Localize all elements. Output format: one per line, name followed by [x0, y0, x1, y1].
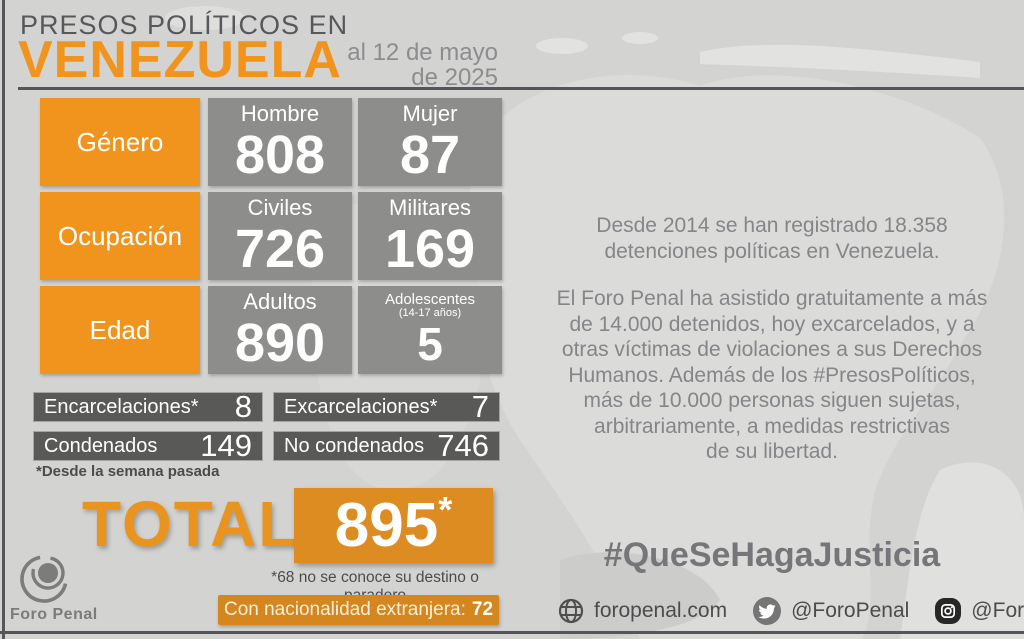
page-title: VENEZUELA: [18, 31, 342, 89]
category-label-ocupacion: Ocupación: [40, 192, 200, 280]
foreign-nationality-bar: Con nacionalidad extranjera: 72: [218, 595, 499, 625]
twitter-handle: @ForoPenal: [791, 599, 910, 622]
cell-sublabel: (14-17 años): [398, 307, 462, 320]
stat-condenados: Condenados 149: [33, 428, 263, 463]
stat-label: No condenados: [284, 434, 425, 457]
cell-hombre: Hombre 808: [208, 98, 352, 186]
date-line-2: de 2025: [411, 64, 498, 91]
cell-value: 169: [384, 218, 476, 279]
hashtag: #QueSeHagaJusticia: [603, 536, 941, 574]
paragraph-foro-penal: El Foro Penal ha asistido gratuitamente …: [556, 287, 988, 463]
date-line-1: al 12 de mayo: [347, 39, 498, 66]
stat-label: Excarcelaciones*: [284, 395, 438, 418]
stat-value: 149: [200, 428, 252, 463]
cell-adolescentes: Adolescentes (14-17 años) 5: [358, 286, 502, 374]
cell-civiles: Civiles 726: [208, 192, 352, 280]
stat-encarcelaciones: Encarcelaciones* 8: [33, 389, 263, 424]
table-row-ocupacion: Ocupación Civiles 726 Militares 169: [40, 192, 508, 280]
footer-contacts: foropenal.com @ForoPenal @ForoPenal: [558, 596, 1024, 626]
table-row-genero: Género Hombre 808 Mujer 87: [40, 98, 508, 186]
cell-label: Hombre: [240, 101, 320, 127]
stats-row-1: Encarcelaciones* 8 Excarcelaciones* 7: [33, 389, 500, 424]
weekly-stats: Encarcelaciones* 8 Excarcelaciones* 7 Co…: [33, 389, 500, 470]
category-label-edad: Edad: [40, 286, 200, 374]
stat-excarcelaciones: Excarcelaciones* 7: [273, 389, 500, 424]
header-divider-rule: [18, 87, 1024, 90]
foreign-value: 72: [471, 599, 494, 620]
weekly-footnote: *Desde la semana pasada: [36, 463, 220, 480]
foro-penal-logo-icon: [20, 555, 68, 603]
stat-no-condenados: No condenados 746: [273, 428, 500, 463]
cell-adultos: Adultos 890: [208, 286, 352, 374]
foro-penal-logo-text: Foro Penal: [10, 606, 98, 623]
total-value-box: 895 *: [294, 488, 493, 563]
instagram-handle: @ForoPenal: [971, 599, 1024, 622]
stat-value: 746: [437, 428, 489, 463]
stats-row-2: Condenados 149 No condenados 746: [33, 428, 500, 463]
paragraph-detentions: Desde 2014 se han registrado 18.358 dete…: [596, 214, 948, 263]
cell-label: Civiles: [247, 195, 313, 221]
total-value: 895: [334, 490, 439, 560]
table-row-edad: Edad Adultos 890 Adolescentes (14-17 año…: [40, 286, 508, 374]
cell-value: 890: [234, 312, 326, 373]
stat-label: Condenados: [44, 434, 158, 457]
instagram-icon: [935, 598, 962, 624]
cell-militares: Militares 169: [358, 192, 502, 280]
stat-value: 8: [234, 389, 252, 424]
left-edge-rule: [2, 0, 5, 639]
stat-value: 7: [471, 389, 489, 424]
cell-label: Militares: [389, 195, 471, 221]
stats-table: Género Hombre 808 Mujer 87 Ocupación Civ…: [40, 98, 508, 380]
cell-value: 5: [417, 317, 443, 370]
cell-value: 87: [399, 124, 461, 185]
foreign-label: Con nacionalidad extranjera:: [223, 599, 466, 620]
category-label-genero: Género: [40, 98, 200, 186]
cell-label: Adolescentes: [384, 290, 476, 308]
total-asterisk: *: [438, 489, 453, 530]
as-of-date: al 12 de mayo de 2025: [298, 40, 498, 90]
website-text: foropenal.com: [594, 599, 728, 622]
globe-icon: [558, 598, 584, 624]
cell-value: 726: [234, 218, 326, 279]
total-label: TOTAL: [82, 488, 300, 560]
header-kicker: PRESOS POLÍTICOS EN: [20, 10, 349, 40]
cell-label: Adultos: [243, 289, 317, 315]
stat-label: Encarcelaciones*: [44, 395, 199, 418]
cell-value: 808: [234, 124, 326, 185]
cell-mujer: Mujer 87: [358, 98, 502, 186]
footer-divider-rule: [0, 631, 1024, 634]
twitter-icon: [753, 597, 782, 625]
cell-label: Mujer: [402, 101, 458, 127]
